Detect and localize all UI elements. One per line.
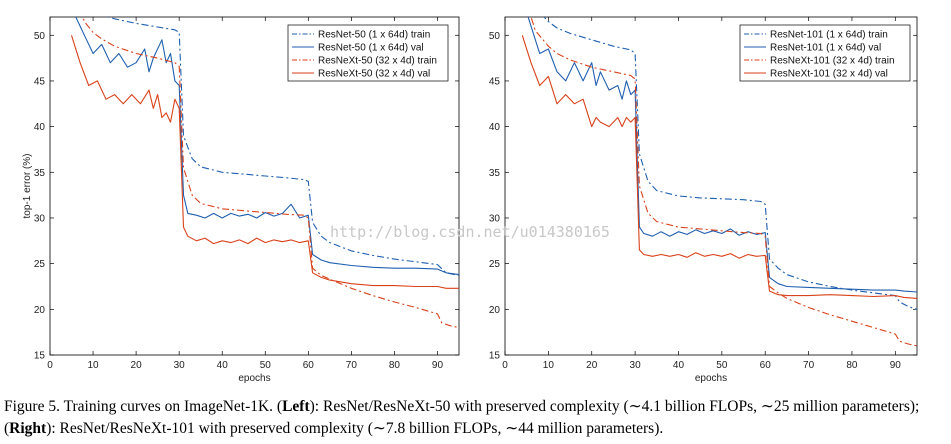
legend-label: ResNet-50 (1 x 64d) val bbox=[318, 43, 424, 54]
caption-right-bold: Right bbox=[9, 420, 47, 437]
legend-label: ResNet-50 (1 x 64d) train bbox=[318, 30, 430, 41]
x-tick-label: 60 bbox=[760, 360, 772, 371]
x-tick-label: 0 bbox=[502, 360, 508, 371]
left-chart: 0 10 20 30 40 50 60 70 80 90 15 20 25 30 35 40 45 50 epoch… bbox=[22, 16, 460, 384]
figure-caption: Figure 5. Training curves on ImageNet-1K… bbox=[4, 396, 948, 440]
x-tick-label: 90 bbox=[890, 360, 902, 371]
y-tick-label: 35 bbox=[34, 168, 46, 179]
x-tick-label: 40 bbox=[217, 360, 229, 371]
y-tick-label: 45 bbox=[489, 76, 501, 87]
x-axis-label: epochs bbox=[238, 373, 270, 384]
x-tick-label: 70 bbox=[346, 360, 358, 371]
y-tick-label: 45 bbox=[34, 76, 46, 87]
y-tick-label: 25 bbox=[489, 259, 501, 270]
legend-label: ResNeXt-101 (32 x 4d) train bbox=[770, 56, 895, 67]
y-tick-label: 35 bbox=[489, 168, 501, 179]
series-line-2 bbox=[527, 17, 917, 293]
legend-label: ResNeXt-50 (32 x 4d) train bbox=[318, 56, 437, 67]
y-tick-label: 20 bbox=[34, 305, 46, 316]
series-group bbox=[70, 17, 459, 329]
legend-label: ResNet-101 (1 x 64d) train bbox=[770, 30, 888, 41]
plot-area-right bbox=[504, 16, 918, 356]
x-tick-label: 30 bbox=[630, 360, 642, 371]
x-tick-label: 80 bbox=[389, 360, 401, 371]
watermark: http://blog.csdn.net/u014380165 bbox=[330, 223, 610, 241]
caption-part2: ): ResNet/ResNeXt-50 with preserved comp… bbox=[4, 398, 920, 437]
y-tick-label: 40 bbox=[34, 122, 46, 133]
caption-part3: ): ResNet/ResNeXt-101 with preserved com… bbox=[46, 420, 664, 437]
x-tick-label: 40 bbox=[673, 360, 685, 371]
legend-box bbox=[739, 24, 911, 82]
series-line-2 bbox=[75, 17, 459, 276]
y-tick-label: 15 bbox=[489, 351, 501, 362]
series-line-1 bbox=[106, 17, 459, 277]
x-tick-label: 80 bbox=[846, 360, 858, 371]
x-tick-label: 10 bbox=[543, 360, 555, 371]
y-tick-label: 30 bbox=[489, 213, 501, 224]
y-tick-label: 50 bbox=[34, 31, 46, 42]
series-group bbox=[521, 17, 917, 347]
legend: ResNet-101 (1 x 64d) train ResNet-101 (1 … bbox=[739, 24, 911, 82]
y-tick-label: 25 bbox=[34, 259, 46, 270]
series-line-4 bbox=[70, 35, 459, 289]
y-tick-label: 20 bbox=[489, 305, 501, 316]
legend-box bbox=[287, 24, 449, 82]
x-tick-label: 60 bbox=[303, 360, 315, 371]
x-tick-label: 50 bbox=[260, 360, 272, 371]
plot-area-left bbox=[49, 16, 460, 356]
x-tick-label: 20 bbox=[586, 360, 598, 371]
x-tick-label: 0 bbox=[47, 360, 53, 371]
caption-left-bold: Left bbox=[282, 398, 310, 415]
x-tick-label: 70 bbox=[803, 360, 815, 371]
x-tick-label: 50 bbox=[716, 360, 728, 371]
right-chart: 0 10 20 30 40 50 60 70 80 90 15 20 25 30 35 40 45 50 epoch… bbox=[489, 16, 918, 384]
caption-part1: Figure 5. Training curves on ImageNet-1K… bbox=[4, 398, 283, 415]
series-line-1 bbox=[543, 17, 917, 310]
x-tick-label: 90 bbox=[432, 360, 444, 371]
legend-label: ResNeXt-50 (32 x 4d) val bbox=[318, 69, 430, 80]
x-axis-label: epochs bbox=[695, 373, 727, 384]
y-axis-label: top-1 error (%) bbox=[22, 153, 33, 218]
y-tick-label: 15 bbox=[34, 351, 46, 362]
legend: ResNet-50 (1 x 64d) train ResNet-50 (1 x … bbox=[287, 24, 449, 82]
y-tick-label: 40 bbox=[489, 122, 501, 133]
series-line-3 bbox=[530, 17, 917, 347]
y-tick-label: 50 bbox=[489, 31, 501, 42]
y-tick-label: 30 bbox=[34, 213, 46, 224]
x-tick-label: 10 bbox=[87, 360, 99, 371]
x-tick-label: 30 bbox=[174, 360, 186, 371]
legend-label: ResNet-101 (1 x 64d) val bbox=[770, 43, 881, 54]
legend-label: ResNeXt-101 (32 x 4d) val bbox=[770, 69, 888, 80]
series-line-4 bbox=[521, 35, 917, 299]
x-tick-label: 20 bbox=[131, 360, 143, 371]
